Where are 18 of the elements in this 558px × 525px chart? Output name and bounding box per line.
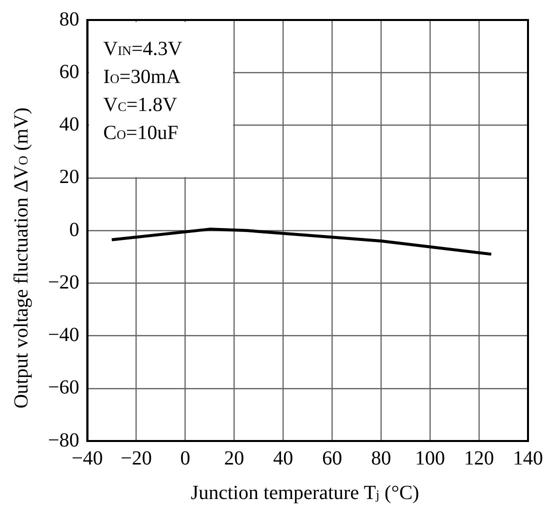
y-tick-label: 80 [59,8,80,30]
y-tick-label: 20 [59,166,80,188]
x-tick-label: 140 [513,447,543,470]
x-tick-label: 80 [371,447,392,470]
y-tick-label: 0 [69,218,80,241]
x-tick-label: −20 [120,447,152,470]
x-tick-label: 60 [322,447,342,470]
x-tick-label: 20 [224,447,244,470]
x-tick-label: 100 [415,447,446,470]
x-tick-label: 120 [464,447,494,470]
x-tick-label: 40 [273,447,294,470]
y-tick-label: −60 [48,376,80,399]
x-tick-label: 0 [180,447,190,470]
y-tick-label: 60 [59,60,80,83]
y-tick-label: −40 [48,324,80,346]
y-tick-label: 40 [59,114,80,136]
y-tick-label: −80 [48,429,80,452]
y-tick-label: −20 [48,271,80,294]
